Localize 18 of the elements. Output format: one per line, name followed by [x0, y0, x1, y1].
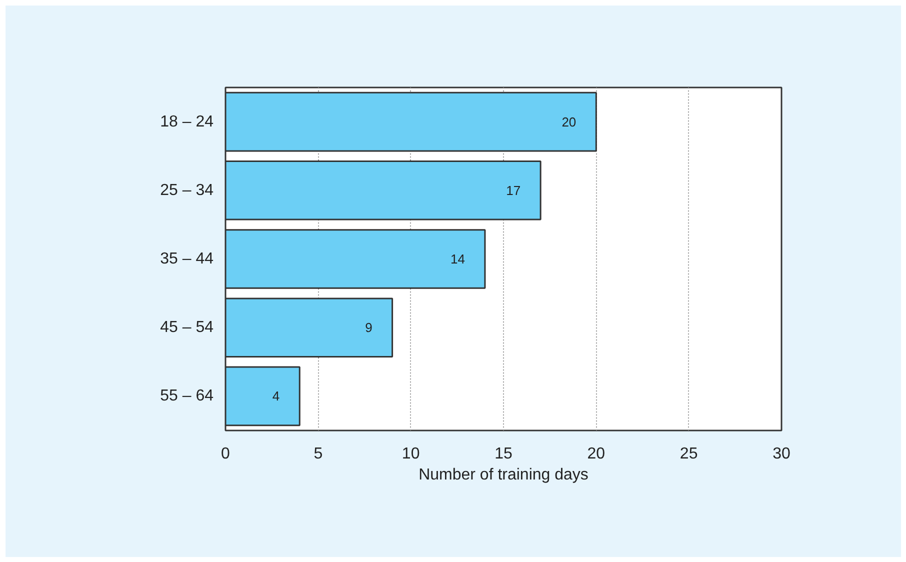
data-label: 17: [506, 182, 521, 198]
y-tick-label: 18 – 24: [160, 113, 214, 130]
data-label: 9: [365, 320, 372, 336]
x-tick-label: 20: [587, 446, 606, 462]
x-tick-label: 30: [772, 446, 790, 462]
data-label: 14: [450, 252, 465, 266]
y-tick-label: 45 – 54: [160, 319, 214, 336]
x-tick-label: 10: [402, 446, 420, 462]
y-tick-label: 35 – 44: [160, 250, 214, 268]
y-tick-label: 55 – 64: [160, 388, 214, 405]
x-axis-title: Number of training days: [418, 466, 588, 484]
x-tick-label: 25: [680, 446, 698, 462]
x-tick-label: 0: [221, 446, 230, 462]
x-tick-label: 5: [314, 446, 323, 462]
x-tick-label: 15: [494, 446, 512, 462]
y-tick-label: 25 – 34: [160, 182, 214, 199]
data-label: 20: [562, 114, 576, 130]
data-label: 4: [272, 388, 280, 404]
